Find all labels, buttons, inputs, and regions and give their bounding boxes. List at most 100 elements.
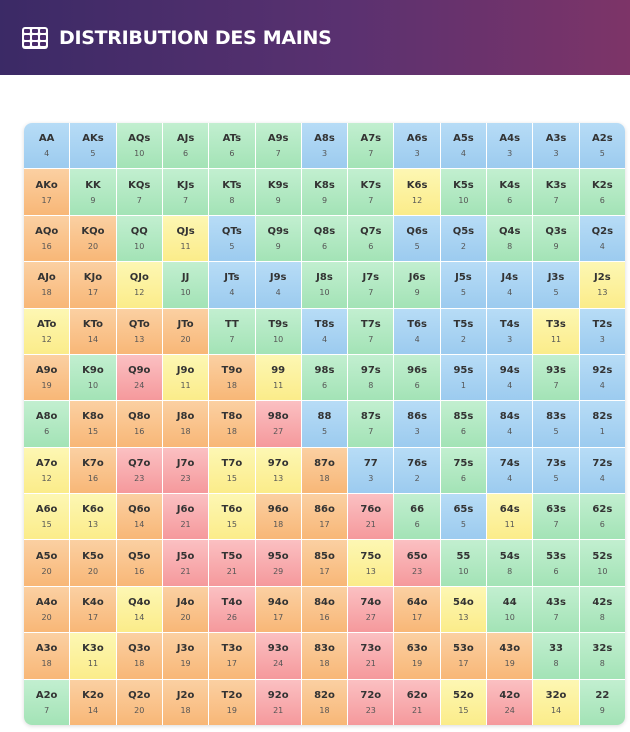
hand-cell[interactable]: KQo 20 bbox=[70, 215, 116, 262]
hand-cell[interactable]: 87s 7 bbox=[348, 401, 394, 447]
hand-cell[interactable]: JJ 10 bbox=[162, 262, 209, 308]
hand-cell[interactable]: Q7o 23 bbox=[116, 447, 162, 494]
hand-cell[interactable]: J8s 10 bbox=[301, 262, 348, 308]
hand-cell[interactable]: K6s 12 bbox=[394, 169, 440, 215]
hand-cell[interactable]: A8o 6 bbox=[24, 401, 70, 447]
hand-cell[interactable]: Q4o 14 bbox=[116, 586, 162, 633]
hand-cell[interactable]: 73s 5 bbox=[533, 447, 579, 494]
hand-cell[interactable]: 65s 5 bbox=[440, 494, 487, 540]
hand-cell[interactable]: 86o 17 bbox=[301, 494, 348, 540]
hand-cell[interactable]: T6o 15 bbox=[209, 494, 255, 540]
hand-cell[interactable]: A9o 19 bbox=[24, 354, 70, 401]
hand-cell[interactable]: J4o 20 bbox=[162, 586, 209, 633]
hand-cell[interactable]: K9o 10 bbox=[70, 354, 116, 401]
hand-cell[interactable]: JTo 20 bbox=[162, 308, 209, 354]
hand-cell[interactable]: 44 10 bbox=[487, 586, 533, 633]
hand-cell[interactable]: A7o 12 bbox=[24, 447, 70, 494]
hand-cell[interactable]: 43s 7 bbox=[533, 586, 579, 633]
hand-cell[interactable]: 82s 1 bbox=[579, 401, 625, 447]
hand-cell[interactable]: A6o 15 bbox=[24, 494, 70, 540]
hand-cell[interactable]: TT 7 bbox=[209, 308, 255, 354]
hand-cell[interactable]: 75s 6 bbox=[440, 447, 487, 494]
hand-cell[interactable]: KJo 17 bbox=[70, 262, 116, 308]
hand-cell[interactable]: QTo 13 bbox=[116, 308, 162, 354]
hand-cell[interactable]: 75o 13 bbox=[348, 540, 394, 586]
hand-cell[interactable]: KTs 8 bbox=[209, 169, 255, 215]
hand-cell[interactable]: K8s 9 bbox=[301, 169, 348, 215]
hand-cell[interactable]: 97o 13 bbox=[255, 447, 301, 494]
hand-cell[interactable]: KJs 7 bbox=[162, 169, 209, 215]
hand-cell[interactable]: J2s 13 bbox=[579, 262, 625, 308]
hand-cell[interactable]: K5s 10 bbox=[440, 169, 487, 215]
hand-cell[interactable]: QJo 12 bbox=[116, 262, 162, 308]
hand-cell[interactable]: 42s 8 bbox=[579, 586, 625, 633]
hand-cell[interactable]: 97s 8 bbox=[348, 354, 394, 401]
hand-cell[interactable]: 92s 4 bbox=[579, 354, 625, 401]
hand-cell[interactable]: 84s 4 bbox=[487, 401, 533, 447]
hand-cell[interactable]: Q6o 14 bbox=[116, 494, 162, 540]
hand-cell[interactable]: QQ 10 bbox=[116, 215, 162, 262]
hand-cell[interactable]: K3o 11 bbox=[70, 633, 116, 679]
hand-cell[interactable]: Q5o 16 bbox=[116, 540, 162, 586]
hand-cell[interactable]: AA 4 bbox=[24, 123, 70, 169]
hand-cell[interactable]: T7o 15 bbox=[209, 447, 255, 494]
hand-cell[interactable]: K2s 6 bbox=[579, 169, 625, 215]
hand-cell[interactable]: J5s 5 bbox=[440, 262, 487, 308]
hand-cell[interactable]: 62s 6 bbox=[579, 494, 625, 540]
hand-cell[interactable]: Q9o 24 bbox=[116, 354, 162, 401]
hand-cell[interactable]: 94o 17 bbox=[255, 586, 301, 633]
hand-cell[interactable]: 74o 27 bbox=[348, 586, 394, 633]
hand-cell[interactable]: 86s 3 bbox=[394, 401, 440, 447]
hand-cell[interactable]: K4o 17 bbox=[70, 586, 116, 633]
hand-cell[interactable]: Q6s 5 bbox=[394, 215, 440, 262]
hand-cell[interactable]: A8s 3 bbox=[301, 123, 348, 169]
hand-cell[interactable]: Q2o 20 bbox=[116, 679, 162, 725]
hand-cell[interactable]: J9s 4 bbox=[255, 262, 301, 308]
hand-cell[interactable]: 85o 17 bbox=[301, 540, 348, 586]
hand-cell[interactable]: A6s 3 bbox=[394, 123, 440, 169]
hand-cell[interactable]: 32s 8 bbox=[579, 633, 625, 679]
hand-cell[interactable]: A5o 20 bbox=[24, 540, 70, 586]
hand-cell[interactable]: QTs 5 bbox=[209, 215, 255, 262]
hand-cell[interactable]: 83s 5 bbox=[533, 401, 579, 447]
hand-cell[interactable]: 95s 1 bbox=[440, 354, 487, 401]
hand-cell[interactable]: 22 9 bbox=[579, 679, 625, 725]
hand-cell[interactable]: 73o 21 bbox=[348, 633, 394, 679]
hand-cell[interactable]: T6s 4 bbox=[394, 308, 440, 354]
hand-cell[interactable]: 87o 18 bbox=[301, 447, 348, 494]
hand-cell[interactable]: 74s 4 bbox=[487, 447, 533, 494]
hand-cell[interactable]: Q3s 9 bbox=[533, 215, 579, 262]
hand-cell[interactable]: 65o 23 bbox=[394, 540, 440, 586]
hand-cell[interactable]: A7s 7 bbox=[348, 123, 394, 169]
hand-cell[interactable]: Q3o 18 bbox=[116, 633, 162, 679]
hand-cell[interactable]: K9s 9 bbox=[255, 169, 301, 215]
hand-cell[interactable]: Q2s 4 bbox=[579, 215, 625, 262]
hand-cell[interactable]: ATs 6 bbox=[209, 123, 255, 169]
hand-cell[interactable]: AJs 6 bbox=[162, 123, 209, 169]
hand-cell[interactable]: 52s 10 bbox=[579, 540, 625, 586]
hand-cell[interactable]: K4s 6 bbox=[487, 169, 533, 215]
hand-cell[interactable]: AJo 18 bbox=[24, 262, 70, 308]
hand-cell[interactable]: K3s 7 bbox=[533, 169, 579, 215]
hand-cell[interactable]: 72s 4 bbox=[579, 447, 625, 494]
hand-cell[interactable]: K8o 15 bbox=[70, 401, 116, 447]
hand-cell[interactable]: 96o 18 bbox=[255, 494, 301, 540]
hand-cell[interactable]: 66 6 bbox=[394, 494, 440, 540]
hand-cell[interactable]: 63s 7 bbox=[533, 494, 579, 540]
hand-cell[interactable]: Q7s 6 bbox=[348, 215, 394, 262]
hand-cell[interactable]: 53s 6 bbox=[533, 540, 579, 586]
hand-cell[interactable]: J3o 19 bbox=[162, 633, 209, 679]
hand-cell[interactable]: 33 8 bbox=[533, 633, 579, 679]
hand-cell[interactable]: K5o 20 bbox=[70, 540, 116, 586]
hand-cell[interactable]: 84o 16 bbox=[301, 586, 348, 633]
hand-cell[interactable]: 99 11 bbox=[255, 354, 301, 401]
hand-cell[interactable]: 94s 4 bbox=[487, 354, 533, 401]
hand-cell[interactable]: T3s 11 bbox=[533, 308, 579, 354]
hand-cell[interactable]: 64o 17 bbox=[394, 586, 440, 633]
hand-cell[interactable]: Q8s 6 bbox=[301, 215, 348, 262]
hand-cell[interactable]: J8o 18 bbox=[162, 401, 209, 447]
hand-cell[interactable]: 55 10 bbox=[440, 540, 487, 586]
hand-cell[interactable]: J7o 23 bbox=[162, 447, 209, 494]
hand-cell[interactable]: T4o 26 bbox=[209, 586, 255, 633]
hand-cell[interactable]: A2s 5 bbox=[579, 123, 625, 169]
